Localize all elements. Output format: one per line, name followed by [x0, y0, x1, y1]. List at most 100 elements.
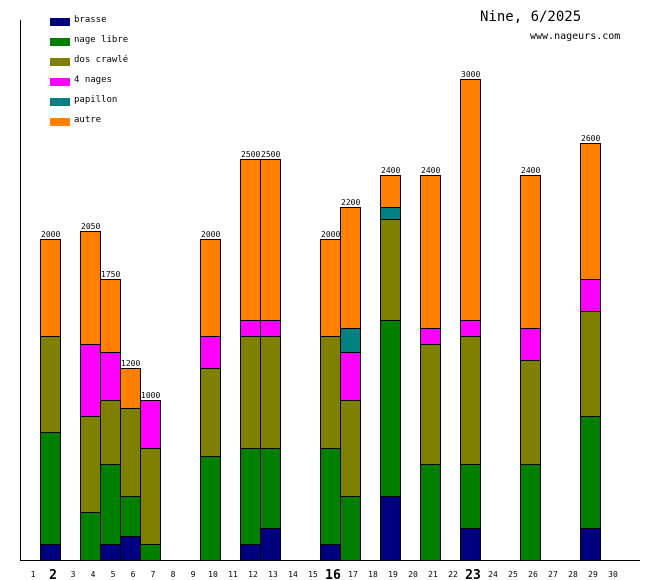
bar-total-label: 2500: [241, 150, 260, 159]
x-ticks-layer: 1 2 3 4 5 6 7 8 9 10 11 12 13 14 15 16 17 18 19 20 21 22 23 24 2…: [31, 568, 618, 580]
bar-day-19: [380, 175, 401, 561]
bar-segment-dos-crawle: [100, 400, 121, 465]
x-tick-label: 11: [228, 570, 238, 579]
x-tick-label: 22: [448, 570, 458, 579]
x-tick-label: 12: [248, 570, 258, 579]
bar-day-12: [240, 159, 261, 561]
bar-segment-dos-crawle: [80, 416, 101, 513]
x-tick-label: 29: [588, 570, 598, 579]
bar-day-2: [40, 239, 61, 561]
bar-segment-dos-crawle: [340, 400, 361, 497]
bar-segment-brasse: [120, 536, 141, 561]
bar-segment-papillon: [340, 328, 361, 353]
bar-total-label: 3000: [461, 70, 480, 79]
x-tick-label: 27: [548, 570, 558, 579]
legend-label: brasse: [74, 15, 107, 25]
bar-segment-dos-crawle: [320, 336, 341, 449]
bar-total-label: 2000: [41, 230, 60, 239]
bar-segment-dos-crawle: [420, 344, 441, 465]
bar-day-21: [420, 175, 441, 561]
bar-segment-autre: [520, 175, 541, 329]
bar-day-13: [260, 159, 281, 561]
bar-day-4: [80, 231, 101, 561]
bar-total-label: 2400: [421, 166, 440, 175]
bar-segment-nage-libre: [140, 544, 161, 561]
x-tick-label: 30: [608, 570, 618, 579]
x-tick-label: 19: [388, 570, 398, 579]
bar-segment-nage-libre: [200, 456, 221, 561]
bar-segment-4-nages: [340, 352, 361, 401]
bar-segment-4-nages: [140, 400, 161, 449]
bar-segment-autre: [460, 79, 481, 321]
legend-label: dos crawlé: [74, 55, 129, 65]
bar-segment-autre: [40, 239, 61, 337]
bar-segment-autre: [420, 175, 441, 329]
x-tick-label: 26: [528, 570, 538, 579]
legend-swatch: [50, 38, 70, 46]
bar-segment-nage-libre: [320, 448, 341, 545]
bar-segment-dos-crawle: [260, 336, 281, 449]
legend-swatch: [50, 118, 70, 126]
bar-segment-nage-libre: [100, 464, 121, 545]
bar-segment-nage-libre: [120, 496, 141, 537]
bar-segment-autre: [80, 231, 101, 345]
bar-segment-nage-libre: [380, 320, 401, 497]
bar-segment-dos-crawle: [380, 219, 401, 321]
bar-day-17: [340, 207, 361, 561]
bar-segment-autre: [240, 159, 261, 321]
bar-segment-4-nages: [580, 279, 601, 312]
x-tick-label: 15: [308, 570, 318, 579]
x-tick-label: 9: [191, 570, 196, 579]
x-tick-label: 25: [508, 570, 518, 579]
x-tick-label: 13: [268, 570, 278, 579]
bar-segment-4-nages: [520, 328, 541, 361]
bar-segment-4-nages: [100, 352, 121, 401]
bar-segment-nage-libre: [460, 464, 481, 529]
bar-segment-dos-crawle: [240, 336, 261, 449]
bar-total-label: 2050: [81, 222, 100, 231]
bar-segment-brasse: [240, 544, 261, 561]
bar-segment-dos-crawle: [460, 336, 481, 465]
bar-total-label: 2000: [321, 230, 340, 239]
chart-title: Nine, 6/2025: [480, 9, 582, 25]
legend-label: papillon: [74, 95, 118, 105]
bar-segment-brasse: [100, 544, 121, 561]
bar-segment-nage-libre: [80, 512, 101, 561]
bar-segment-autre: [320, 239, 341, 337]
bar-total-label: 1200: [121, 359, 140, 368]
bar-segment-dos-crawle: [40, 336, 61, 433]
bar-segment-papillon: [380, 207, 401, 220]
bar-segment-autre: [100, 279, 121, 353]
legend-label: autre: [74, 115, 102, 125]
x-tick-label: 16: [325, 568, 341, 580]
x-tick-label: 7: [151, 570, 156, 579]
bar-total-label: 1000: [141, 391, 160, 400]
bar-total-label: 2500: [261, 150, 280, 159]
bar-segment-autre: [380, 175, 401, 208]
x-tick-label: 28: [568, 570, 578, 579]
site-url: www.nageurs.com: [530, 31, 621, 42]
bar-segment-4-nages: [460, 320, 481, 337]
bar-segment-dos-crawle: [120, 408, 141, 497]
bar-segment-brasse: [260, 528, 281, 561]
bar-day-10: [200, 239, 221, 561]
bar-segment-nage-libre: [340, 496, 361, 561]
legend-swatch: [50, 58, 70, 66]
bar-day-29: [580, 143, 601, 561]
bar-total-label: 2400: [521, 166, 540, 175]
bar-segment-brasse: [580, 528, 601, 561]
bar-segment-4-nages: [260, 320, 281, 337]
x-tick-label: 4: [91, 570, 96, 579]
bar-segment-nage-libre: [580, 416, 601, 529]
bar-total-label: 2000: [201, 230, 220, 239]
bar-segment-dos-crawle: [140, 448, 161, 545]
bar-segment-brasse: [380, 496, 401, 561]
x-tick-label: 2: [49, 568, 57, 580]
x-tick-label: 8: [171, 570, 176, 579]
bar-total-label: 1750: [101, 270, 120, 279]
bar-segment-autre: [120, 368, 141, 409]
x-tick-label: 20: [408, 570, 418, 579]
bar-segment-4-nages: [240, 320, 261, 337]
bar-segment-brasse: [460, 528, 481, 561]
